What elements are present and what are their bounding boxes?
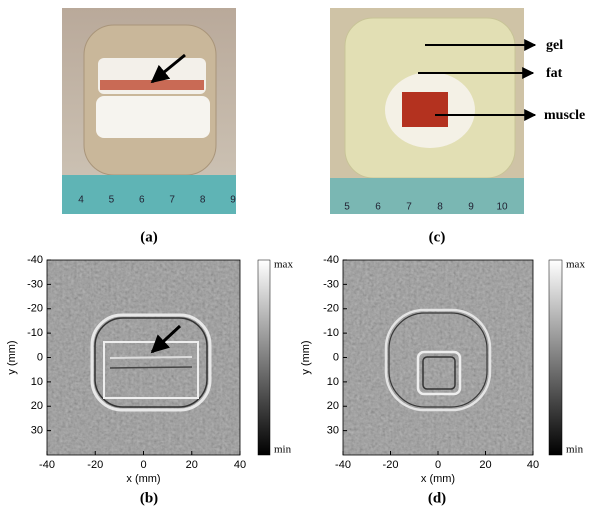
y-tick-label: -10 [27,327,43,339]
photo-c [330,8,524,214]
x-tick-label: 20 [479,459,491,471]
panel-label: (a) [140,229,158,245]
x-tick-label: -40 [335,459,351,471]
panel-label: (c) [429,229,446,245]
y-tick-label: -20 [323,303,339,315]
annotation: muscle [544,108,585,123]
photo-a [62,8,236,214]
x-tick-label: 40 [234,459,246,471]
annotation: gel [546,38,563,53]
x-axis-label: x (mm) [421,473,455,485]
image-d [343,260,533,455]
x-tick-label: -20 [87,459,103,471]
y-tick-label: 10 [327,376,339,388]
arrow [150,53,186,84]
colorbar-label: max [274,259,293,271]
y-tick-label: -30 [323,278,339,290]
colorbar-label: max [566,259,585,271]
x-tick-label: -20 [383,459,399,471]
y-axis-label: y (mm) [300,340,312,374]
ruler-label: 10 [496,202,508,213]
ruler-label: 9 [230,195,236,206]
x-tick-label: -40 [39,459,55,471]
x-tick-label: 0 [435,459,441,471]
colorbar [257,259,271,456]
panel-label: (d) [428,490,446,506]
ruler-label: 7 [169,195,175,206]
annotation: fat [546,66,563,81]
ruler-label: 7 [406,202,412,213]
y-tick-label: -20 [27,303,43,315]
ruler-label: 8 [200,195,206,206]
y-tick-label: 20 [327,400,339,412]
y-axis-label: y (mm) [6,340,18,374]
y-tick-label: 30 [327,425,339,437]
y-tick-label: 0 [333,351,339,363]
x-tick-label: 40 [527,459,539,471]
y-tick-label: -40 [27,254,43,266]
ruler-label: 8 [437,202,443,213]
colorbar [548,259,563,456]
ruler-label: 9 [468,202,474,213]
y-tick-label: 0 [37,351,43,363]
ruler-label: 6 [139,195,145,206]
image-b [47,260,240,455]
colorbar-label: min [274,444,292,456]
x-axis-label: x (mm) [126,473,160,485]
y-tick-label: -40 [323,254,339,266]
y-tick-label: -10 [323,327,339,339]
y-tick-label: 10 [31,376,43,388]
x-tick-label: 0 [140,459,146,471]
ruler-label: 4 [78,195,84,206]
y-tick-label: 20 [31,400,43,412]
colorbar-label: min [566,444,584,456]
panel-label: (b) [140,490,158,506]
y-tick-label: -30 [27,278,43,290]
x-tick-label: 20 [186,459,198,471]
ruler-label: 5 [109,195,115,206]
ruler-label: 6 [375,202,381,213]
y-tick-label: 30 [31,425,43,437]
arrow [150,324,182,354]
ruler-label: 5 [344,202,350,213]
